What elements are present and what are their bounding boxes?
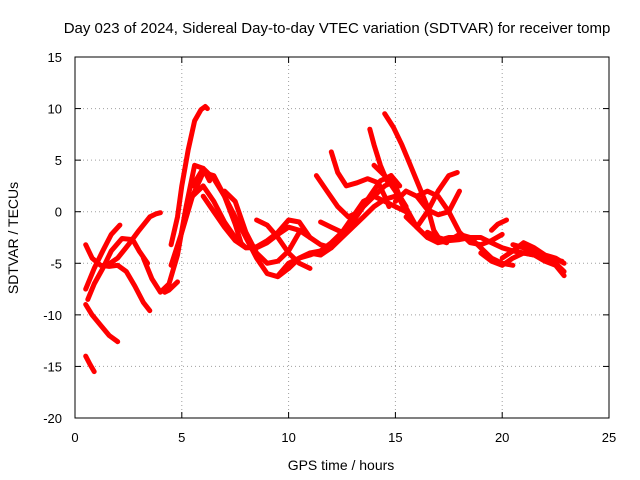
series-line-sat-a [83, 353, 97, 375]
axis-ticks: 0 5 10 15 20 25 -20 -15 -10 -5 0 5 10 15 [43, 50, 616, 445]
series-line-sat-h [162, 279, 180, 295]
x-tick-label: 25 [602, 430, 616, 445]
series-line-sat-b [83, 302, 121, 345]
x-tick-label: 10 [281, 430, 295, 445]
series-line-sat-o [254, 217, 313, 271]
series-line-sat-ae [499, 240, 567, 266]
series-line-sat-ac [489, 217, 509, 233]
series-line-sat-t [328, 149, 392, 210]
chart-title: Day 023 of 2024, Sidereal Day-to-day VTE… [64, 20, 611, 37]
x-axis-title: GPS time / hours [288, 457, 395, 473]
plot-frame [74, 56, 610, 419]
y-tick-label: -5 [50, 256, 62, 271]
series-line-sat-c [83, 242, 153, 314]
series-line-sat-s [318, 193, 409, 235]
series-line-sat-q [286, 193, 398, 271]
series-line-sat-f [104, 210, 163, 268]
y-tick-label: -15 [43, 359, 62, 374]
y-tick-label: 0 [55, 205, 62, 220]
grid [75, 57, 609, 418]
series-line-sat-aa [414, 188, 462, 218]
y-tick-label: 10 [48, 102, 62, 117]
y-tick-label: 5 [55, 153, 62, 168]
series-line-sat-d [85, 236, 151, 302]
series-group [83, 104, 567, 375]
series-line-sat-z [403, 170, 460, 230]
series-line-sat-m [200, 193, 334, 251]
series-line-sat-g [140, 162, 213, 295]
series-line-sat-e [83, 222, 123, 292]
series-line-sat-i [168, 104, 210, 248]
x-tick-label: 0 [71, 430, 78, 445]
y-axis-title: SDTVAR / TECUs [5, 182, 21, 294]
y-tick-label: 15 [48, 50, 62, 65]
x-tick-label: 15 [388, 430, 402, 445]
y-tick-label: -20 [43, 411, 62, 426]
y-tick-label: -10 [43, 308, 62, 323]
x-tick-label: 20 [495, 430, 509, 445]
series-line-sat-af [510, 242, 567, 274]
x-tick-label: 5 [178, 430, 185, 445]
